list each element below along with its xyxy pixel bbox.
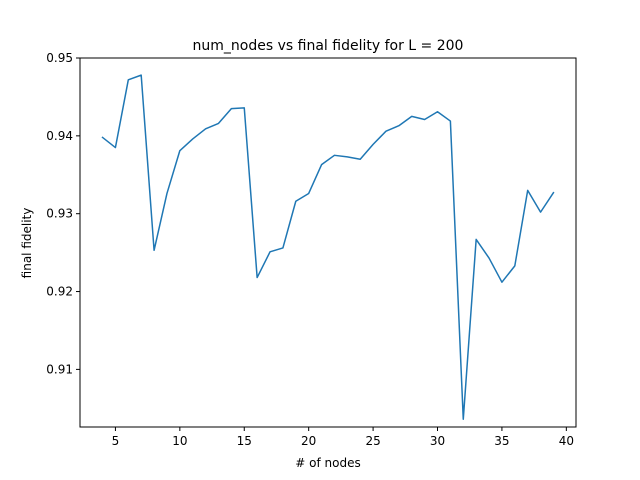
y-tick-label: 0.91 [46,362,73,376]
data-layer [101,74,555,420]
y-tick-label: 0.95 [46,51,73,65]
y-tick-label: 0.94 [46,129,73,143]
x-axis-label: # of nodes [295,456,360,470]
x-axis: 5 10 15 20 25 30 35 40 [112,427,574,448]
series-line [101,74,555,420]
x-tick-label: 30 [430,434,445,448]
x-tick-label: 35 [494,434,509,448]
x-tick-label: 10 [172,434,187,448]
x-tick-label: 20 [301,434,316,448]
y-axis-label: final fidelity [20,208,34,279]
chart-title: num_nodes vs final fidelity for L = 200 [193,38,464,54]
x-tick-label: 5 [112,434,120,448]
y-tick-label: 0.92 [46,285,73,299]
x-tick-label: 25 [365,434,380,448]
y-axis: 0.91 0.92 0.93 0.94 0.95 [46,51,80,376]
y-tick-label: 0.93 [46,207,73,221]
x-tick-label: 40 [559,434,574,448]
plot-frame [79,57,577,428]
x-tick-label: 15 [237,434,252,448]
